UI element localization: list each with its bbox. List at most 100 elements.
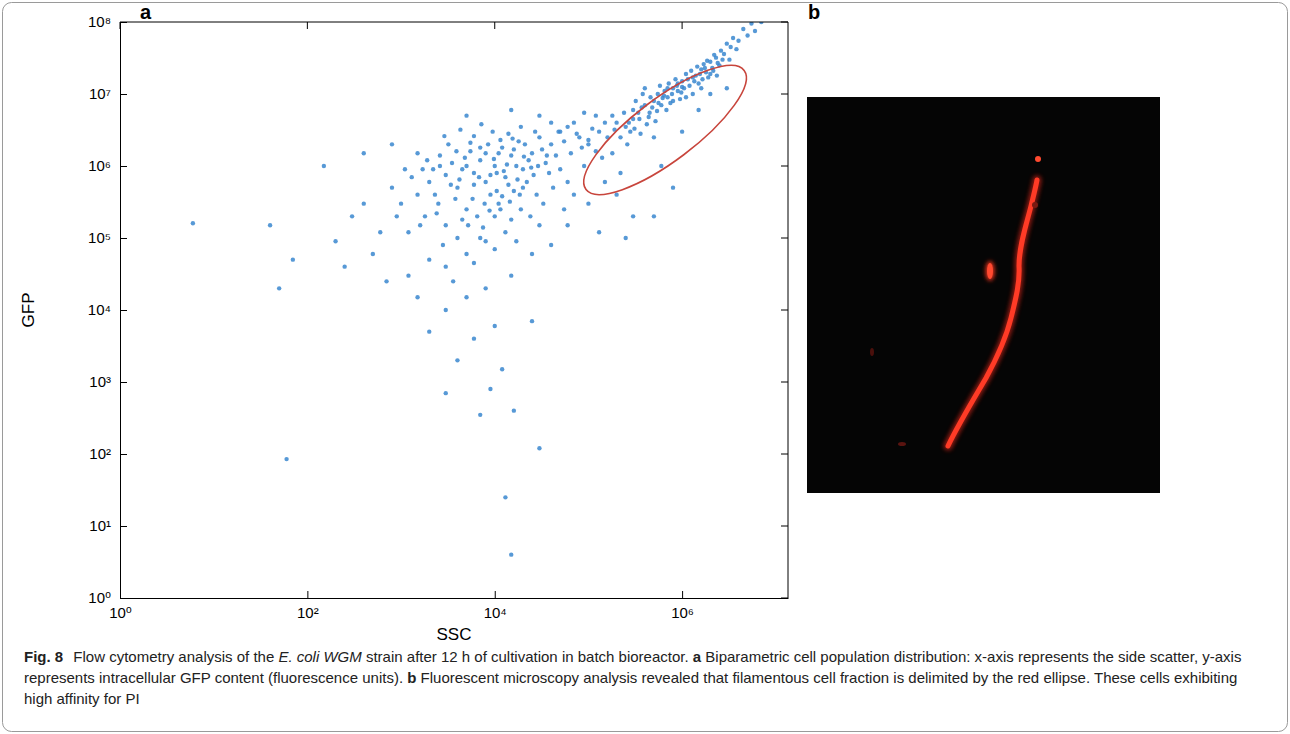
point [618, 171, 622, 175]
point [479, 122, 483, 126]
cell [986, 261, 995, 281]
point [537, 446, 541, 450]
point [508, 199, 512, 203]
tick-mark [120, 454, 127, 455]
point [701, 62, 705, 66]
point [634, 99, 638, 103]
tick-mark [781, 238, 788, 239]
point [631, 108, 635, 112]
point [549, 243, 553, 247]
point [482, 201, 486, 205]
point [496, 201, 500, 205]
point [715, 73, 719, 77]
point [549, 142, 553, 146]
point [658, 84, 662, 88]
tick-mark [120, 94, 127, 95]
point [472, 336, 476, 340]
tick: 10³ [89, 373, 127, 390]
point [450, 161, 454, 165]
point [549, 120, 553, 124]
point [565, 223, 569, 227]
point [506, 182, 510, 186]
point [610, 113, 614, 117]
point [415, 151, 419, 155]
point [575, 132, 579, 136]
point [516, 139, 520, 143]
tick-mark [307, 22, 308, 29]
point [451, 279, 455, 283]
point [749, 22, 753, 26]
point [464, 164, 468, 168]
point [468, 141, 472, 145]
point [444, 308, 448, 312]
tick-mark [307, 591, 308, 598]
point [624, 125, 628, 129]
tick-label: 10⁷ [89, 85, 111, 102]
point [487, 208, 491, 212]
point [551, 185, 555, 189]
tick: 10⁴ [88, 301, 127, 318]
tick: 10⁶ [88, 157, 127, 174]
point [455, 236, 459, 240]
point [558, 129, 562, 133]
cell [987, 263, 993, 279]
point [399, 201, 403, 205]
point [647, 115, 651, 119]
point [530, 252, 534, 256]
point [427, 257, 431, 261]
tick: 10² [89, 445, 127, 462]
point [638, 132, 642, 136]
point [503, 230, 507, 234]
point [403, 167, 407, 171]
point [562, 139, 566, 143]
point [493, 164, 497, 168]
point [390, 142, 394, 146]
point [597, 230, 601, 234]
tick-mark [495, 591, 496, 598]
tick-mark [494, 22, 495, 29]
point [558, 167, 562, 171]
point [580, 145, 584, 149]
point [478, 145, 482, 149]
point [565, 180, 569, 184]
point [500, 367, 504, 371]
point [509, 552, 513, 556]
point [637, 117, 641, 121]
point [753, 29, 757, 33]
gate-ellipse [567, 46, 762, 215]
point [415, 295, 419, 299]
point [519, 125, 523, 129]
point [483, 286, 487, 290]
tick-mark [120, 166, 127, 167]
point [741, 27, 745, 31]
point [488, 173, 492, 177]
point [444, 223, 448, 227]
point [438, 164, 442, 168]
tick-mark [781, 454, 788, 455]
point [731, 36, 735, 40]
point [610, 151, 614, 155]
filament-cell [948, 180, 1037, 446]
cell [898, 442, 906, 446]
point [390, 185, 394, 189]
point [415, 192, 419, 196]
tick: 10² [297, 591, 319, 621]
point [472, 182, 476, 186]
point [431, 167, 435, 171]
point [464, 295, 468, 299]
panel-label: b [808, 1, 820, 23]
caption: Fig. 8 Flow cytometry analysis of the E.… [24, 646, 1264, 709]
point [572, 120, 576, 124]
tick: 10⁷ [89, 85, 127, 102]
point [434, 211, 438, 215]
tick-label: 10² [89, 445, 111, 462]
point [490, 129, 494, 133]
tick-label: 10⁶ [671, 604, 694, 621]
point [653, 119, 657, 123]
point [745, 33, 749, 37]
point [427, 329, 431, 333]
tick-mark [120, 598, 127, 599]
point [460, 167, 464, 171]
point [586, 138, 590, 142]
point [684, 72, 688, 76]
